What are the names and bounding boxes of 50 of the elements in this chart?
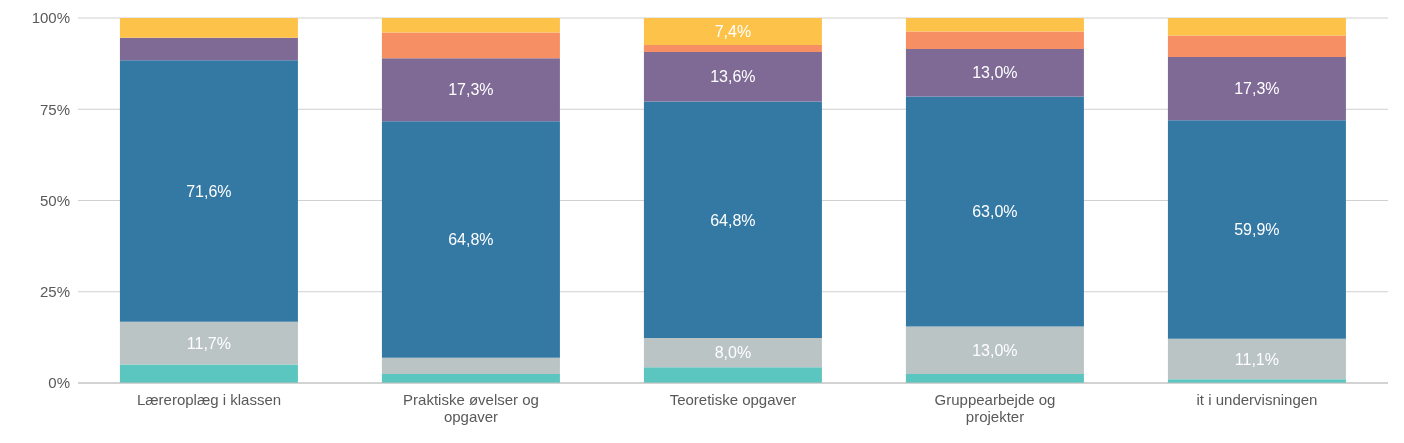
bar (905, 49, 1084, 97)
bar (119, 18, 298, 38)
data-label: 64,8% (710, 211, 756, 229)
bar (905, 31, 1084, 50)
bar (905, 326, 1084, 374)
data-label: 64,8% (448, 231, 494, 249)
bar (1167, 18, 1346, 36)
x-tick-label: Praktiske øvelser og opgaver (403, 391, 539, 425)
bar (905, 96, 1084, 327)
data-label: 13,6% (710, 68, 756, 86)
y-tick-label: 50% (39, 191, 70, 209)
y-tick-label: 100% (31, 9, 70, 27)
data-label: 8,0% (714, 344, 752, 362)
bar (381, 357, 560, 374)
bar (119, 37, 298, 61)
bar (643, 45, 822, 52)
data-label: 11,1% (1234, 350, 1280, 368)
data-label: 63,0% (972, 203, 1018, 221)
x-tick-label: it i undervisningen (1196, 391, 1318, 408)
bar (643, 51, 822, 102)
data-label: 17,3% (448, 81, 494, 99)
y-tick-label: 75% (39, 100, 70, 118)
bar (643, 18, 822, 46)
x-tick-label: Læreroplæg i klassen (136, 391, 282, 408)
bar (1167, 57, 1346, 121)
y-tick-label: 0% (48, 374, 70, 392)
bar (381, 18, 560, 33)
bar (381, 32, 560, 59)
y-tick-label: 25% (39, 283, 70, 301)
bar (643, 367, 822, 383)
bar (1167, 120, 1346, 339)
bar (905, 18, 1084, 32)
data-label: 13,0% (972, 64, 1018, 82)
bar (643, 338, 822, 368)
bar (643, 101, 822, 339)
bar (119, 364, 298, 383)
data-label: 71,6% (186, 182, 232, 200)
bar (381, 121, 560, 358)
bar (119, 321, 298, 365)
bar (119, 60, 298, 322)
data-label: 11,7% (186, 334, 232, 352)
bar (381, 58, 560, 122)
data-label: 13,0% (972, 341, 1018, 359)
data-label: 7,4% (714, 23, 752, 41)
bar (1167, 35, 1346, 58)
x-tick-label: Gruppearbejde og projekter (934, 391, 1056, 425)
x-tick-label: Teoretiske opgaver (669, 391, 797, 408)
data-label: 17,3% (1234, 80, 1280, 98)
data-label: 59,9% (1234, 221, 1280, 239)
bar (1167, 338, 1346, 380)
